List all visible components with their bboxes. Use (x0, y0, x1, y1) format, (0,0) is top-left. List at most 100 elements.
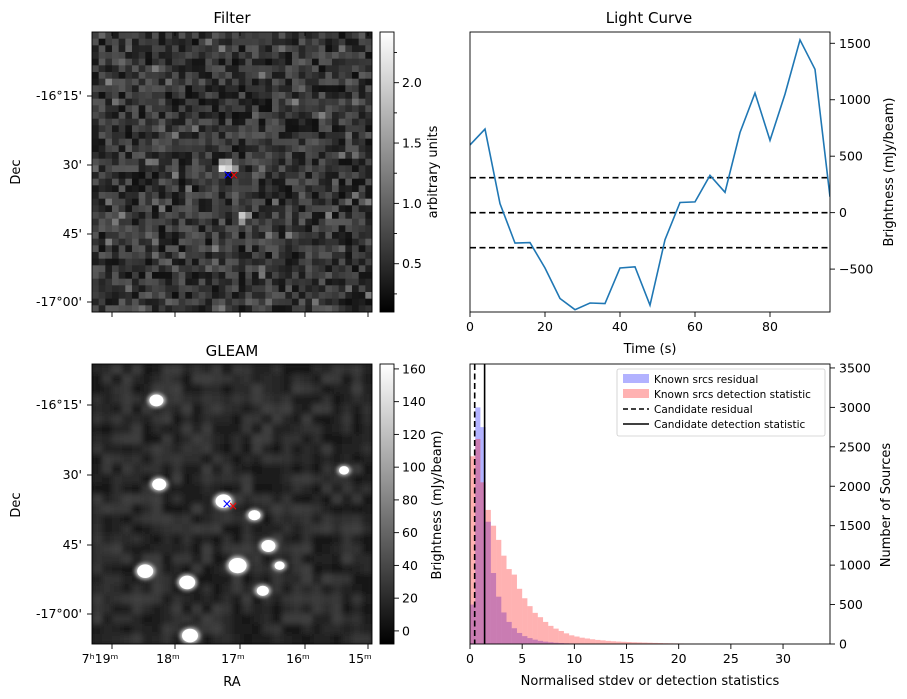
filter-pixel (145, 232, 153, 240)
filter-pixel (225, 85, 233, 93)
filter-pixel (192, 232, 200, 240)
filter-pixel (172, 178, 180, 186)
filter-pixel (165, 165, 173, 173)
filter-pixel (158, 38, 166, 46)
filter-pixel (145, 105, 153, 113)
filter-pixel (245, 92, 253, 100)
filter-pixel (192, 178, 200, 186)
filter-pixel (125, 178, 133, 186)
gleam-noise-cell (362, 424, 372, 435)
filter-pixel (312, 305, 320, 313)
filter-pixel (172, 132, 180, 140)
filter-pixel (232, 98, 240, 106)
filter-pixel (258, 252, 266, 260)
gleam-noise-cell (162, 474, 173, 485)
filter-pixel (245, 272, 253, 280)
filter-pixel (285, 252, 293, 260)
filter-pixel (205, 98, 213, 106)
gleam-noise-cell (252, 564, 263, 575)
filter-pixel (298, 32, 306, 40)
filter-pixel (205, 118, 213, 126)
filter-pixel (118, 278, 126, 286)
histogram-bar (631, 642, 637, 644)
filter-pixel (218, 92, 226, 100)
filter-pixel (332, 185, 340, 193)
filter-pixel (332, 272, 340, 280)
filter-pixel (138, 98, 146, 106)
filter-pixel (338, 52, 346, 60)
gleam-noise-cell (272, 424, 283, 435)
filter-pixel (158, 138, 166, 146)
filter-pixel (212, 165, 220, 173)
filter-pixel (305, 58, 313, 66)
filter-pixel (292, 165, 300, 173)
gleam-noise-cell (332, 594, 343, 605)
legend-label-detection: Known srcs detection statistic (654, 389, 811, 401)
filter-yaxis: -16°15' 30' 45' -17°00' Dec (9, 88, 92, 309)
filter-pixel (232, 165, 240, 173)
filter-pixel (145, 185, 153, 193)
gleam-noise-cell (342, 394, 353, 405)
gleam-noise-cell (322, 534, 333, 545)
filter-pixel (318, 158, 326, 166)
filter-pixel (232, 245, 240, 253)
filter-pixel (172, 138, 180, 146)
gleam-noise-cell (172, 544, 183, 555)
filter-pixel (92, 265, 100, 273)
filter-pixel (265, 232, 273, 240)
filter-pixel (285, 192, 293, 200)
gleam-noise-cell (272, 624, 283, 635)
gleam-noise-cell (282, 394, 293, 405)
histogram-bar (470, 456, 476, 644)
filter-pixel (285, 258, 293, 266)
filter-pixel (185, 238, 193, 246)
histogram-bar (516, 588, 523, 644)
filter-pixel (305, 238, 313, 246)
gleam-noise-cell (342, 474, 353, 485)
filter-pixel (158, 118, 166, 126)
filter-pixel (245, 118, 253, 126)
legend-box (616, 368, 826, 437)
filter-pixel (165, 138, 173, 146)
filter-pixel (105, 45, 113, 53)
gleam-noise-cell (262, 634, 273, 644)
histogram-bar (621, 641, 627, 644)
filter-pixel (112, 178, 120, 186)
gleam-noise-cell (282, 474, 293, 485)
filter-pixel (358, 58, 366, 66)
gleam-noise-cell (262, 374, 273, 385)
filter-pixel (92, 138, 100, 146)
filter-pixel (318, 92, 326, 100)
histogram-bar (548, 625, 554, 644)
filter-pixel (158, 205, 166, 213)
filter-pixel (345, 205, 353, 213)
filter-pixel (318, 32, 326, 40)
filter-pixel (198, 158, 206, 166)
filter-pixel (198, 112, 206, 120)
filter-pixel (105, 245, 113, 253)
filter-pixel (252, 238, 260, 246)
filter-pixel (212, 252, 220, 260)
gleam-noise-cell (222, 574, 233, 585)
gleam-noise-cell (352, 524, 363, 535)
legend-swatch-residual (623, 374, 649, 383)
filter-pixel (132, 58, 140, 66)
filter-pixel (305, 218, 313, 226)
histogram-bar (595, 639, 601, 644)
filter-pixel (325, 72, 333, 80)
filter-pixel (145, 52, 153, 60)
filter-pixel (92, 72, 100, 80)
filter-pixel (132, 218, 140, 226)
filter-pixel (225, 45, 233, 53)
filter-pixel (365, 105, 373, 113)
filter-pixel (325, 258, 333, 266)
filter-pixel (218, 132, 226, 140)
filter-pixel (238, 265, 246, 273)
filter-pixel (185, 58, 193, 66)
filter-pixel (198, 178, 206, 186)
candidate-marker-blue: × (222, 497, 233, 512)
gleam-noise-cell (122, 414, 133, 425)
filter-pixel (218, 165, 226, 173)
filter-pixel (272, 72, 280, 80)
gleam-noise-cell (312, 394, 323, 405)
